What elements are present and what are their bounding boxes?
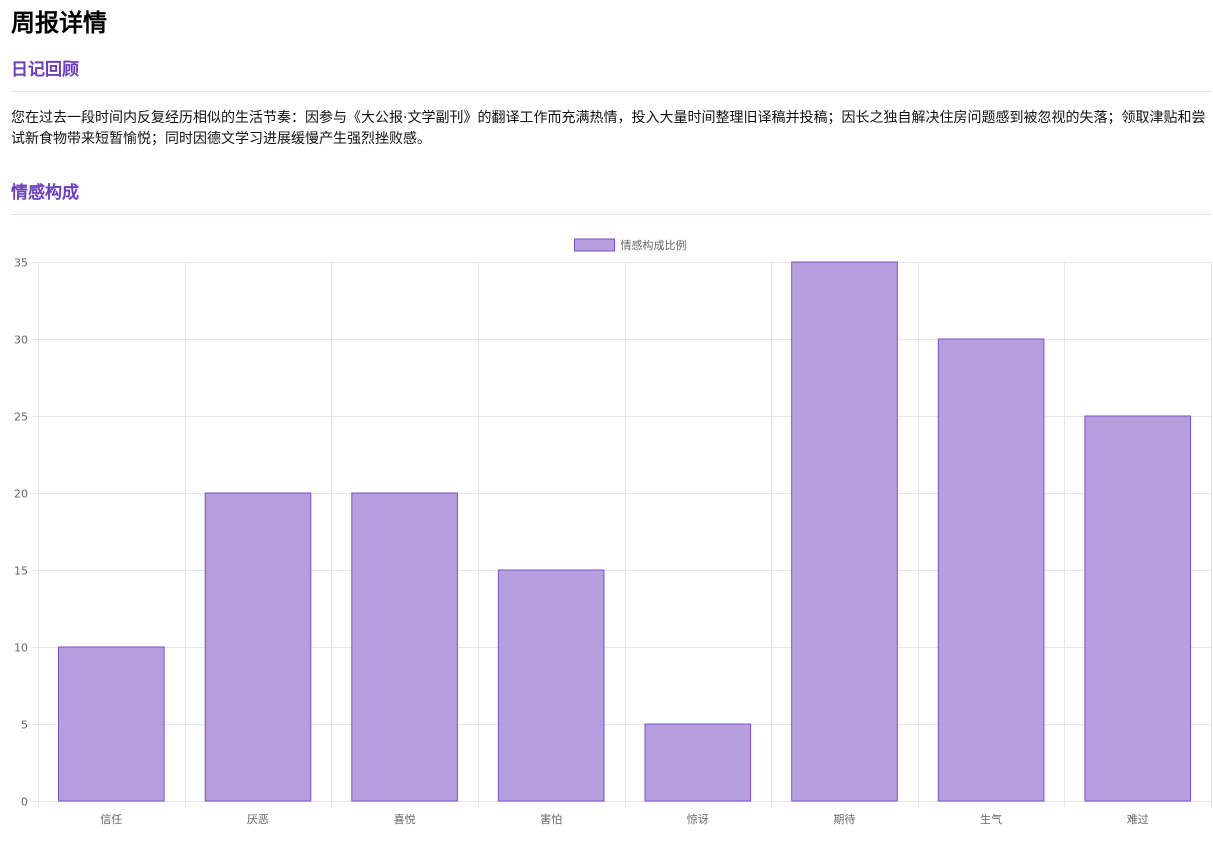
emotion-section-divider	[11, 214, 1211, 215]
x-tick-label: 厌恶	[247, 813, 269, 826]
x-tick-label: 信任	[100, 813, 122, 826]
emotion-chart: 0 5 10 15 20 25 30 35 信任 厌恶 喜悦 害怕 惊讶 期待 生气 难过 情感构成比例	[0, 228, 1213, 844]
y-tick-label: 30	[14, 334, 28, 347]
bar-难过	[1084, 415, 1192, 802]
legend-swatch	[574, 238, 615, 252]
emotion-section-heading: 情感构成	[11, 183, 79, 203]
bar-惊讶	[644, 723, 752, 802]
x-tick-label: 难过	[1127, 813, 1149, 826]
emotion-bar-chart-svg: 0 5 10 15 20 25 30 35 信任 厌恶 喜悦 害怕 惊讶 期待 生气 难过 情感构成比例	[14, 238, 1212, 826]
legend-label: 情感构成比例	[621, 238, 687, 252]
bar-信任	[58, 646, 165, 802]
x-tick-label: 生气	[980, 812, 1002, 826]
page-title: 周报详情	[11, 9, 107, 37]
diary-section-heading: 日记回顾	[11, 60, 79, 80]
y-tick-label: 20	[14, 488, 28, 501]
diary-summary-text: 您在过去一段时间内反复经历相似的生活节奏：因参与《大公报·文学副刊》的翻译工作而…	[11, 110, 1206, 147]
bar-害怕	[497, 569, 605, 802]
y-tick-label: 10	[14, 642, 28, 655]
bar-喜悦	[351, 492, 458, 802]
x-tick-label: 喜悦	[394, 812, 416, 826]
y-tick-label: 25	[14, 411, 28, 424]
y-tick-label: 0	[21, 796, 28, 809]
x-tick-label: 惊讶	[687, 812, 709, 826]
bar-期待	[791, 261, 898, 802]
bar-生气	[937, 338, 1045, 802]
y-tick-label: 5	[21, 719, 28, 732]
y-tick-label: 15	[14, 565, 28, 578]
y-tick-label: 35	[14, 257, 28, 270]
x-tick-label: 期待	[833, 812, 855, 826]
x-tick-label: 害怕	[540, 812, 562, 826]
bar-厌恶	[204, 492, 312, 802]
diary-section-divider	[11, 91, 1211, 92]
